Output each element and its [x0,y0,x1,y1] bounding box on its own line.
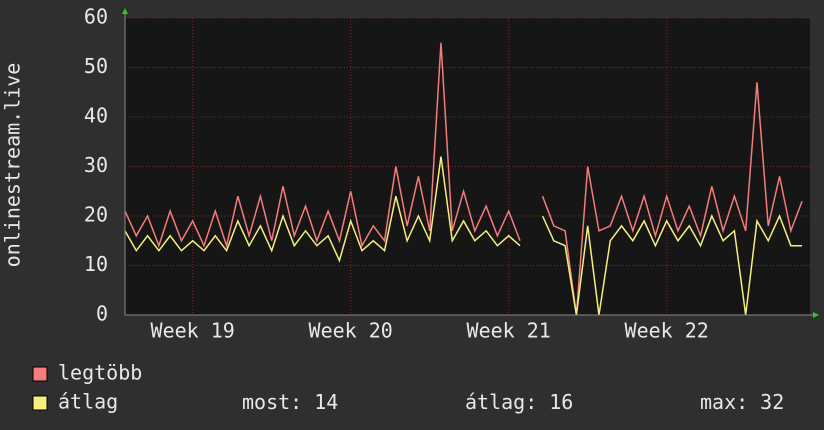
series-line [124,156,803,316]
stat: max: 32 [700,390,784,414]
stat-value: 14 [314,390,338,414]
legend-swatch [32,366,48,382]
y-tick-label: 0 [96,302,108,326]
x-tick-label: Week 20 [309,319,393,343]
stat-value: 16 [549,390,573,414]
series-line [124,42,803,316]
stat-label: max: [700,390,748,414]
y-tick-label: 50 [84,54,108,78]
x-tick-label: Week 22 [625,319,709,343]
y-tick-label: 10 [84,252,108,276]
stat: átlag: 16 [465,390,573,414]
x-tick-label: Week 21 [467,319,551,343]
y-tick-label: 60 [84,5,108,29]
axis-arrow [813,312,819,318]
stat: most: 14 [242,390,338,414]
axis-arrow [122,8,128,14]
legend-label: átlag [58,390,118,414]
stat-label: átlag: [465,390,537,414]
y-axis-title: onlinestream.live [1,63,25,268]
stat-value: 32 [760,390,784,414]
legend-swatch [32,395,48,411]
legend-label: legtöbb [58,361,142,385]
y-tick-label: 40 [84,104,108,128]
stat-label: most: [242,390,302,414]
y-tick-label: 30 [84,153,108,177]
x-tick-label: Week 19 [151,319,235,343]
y-tick-label: 20 [84,203,108,227]
